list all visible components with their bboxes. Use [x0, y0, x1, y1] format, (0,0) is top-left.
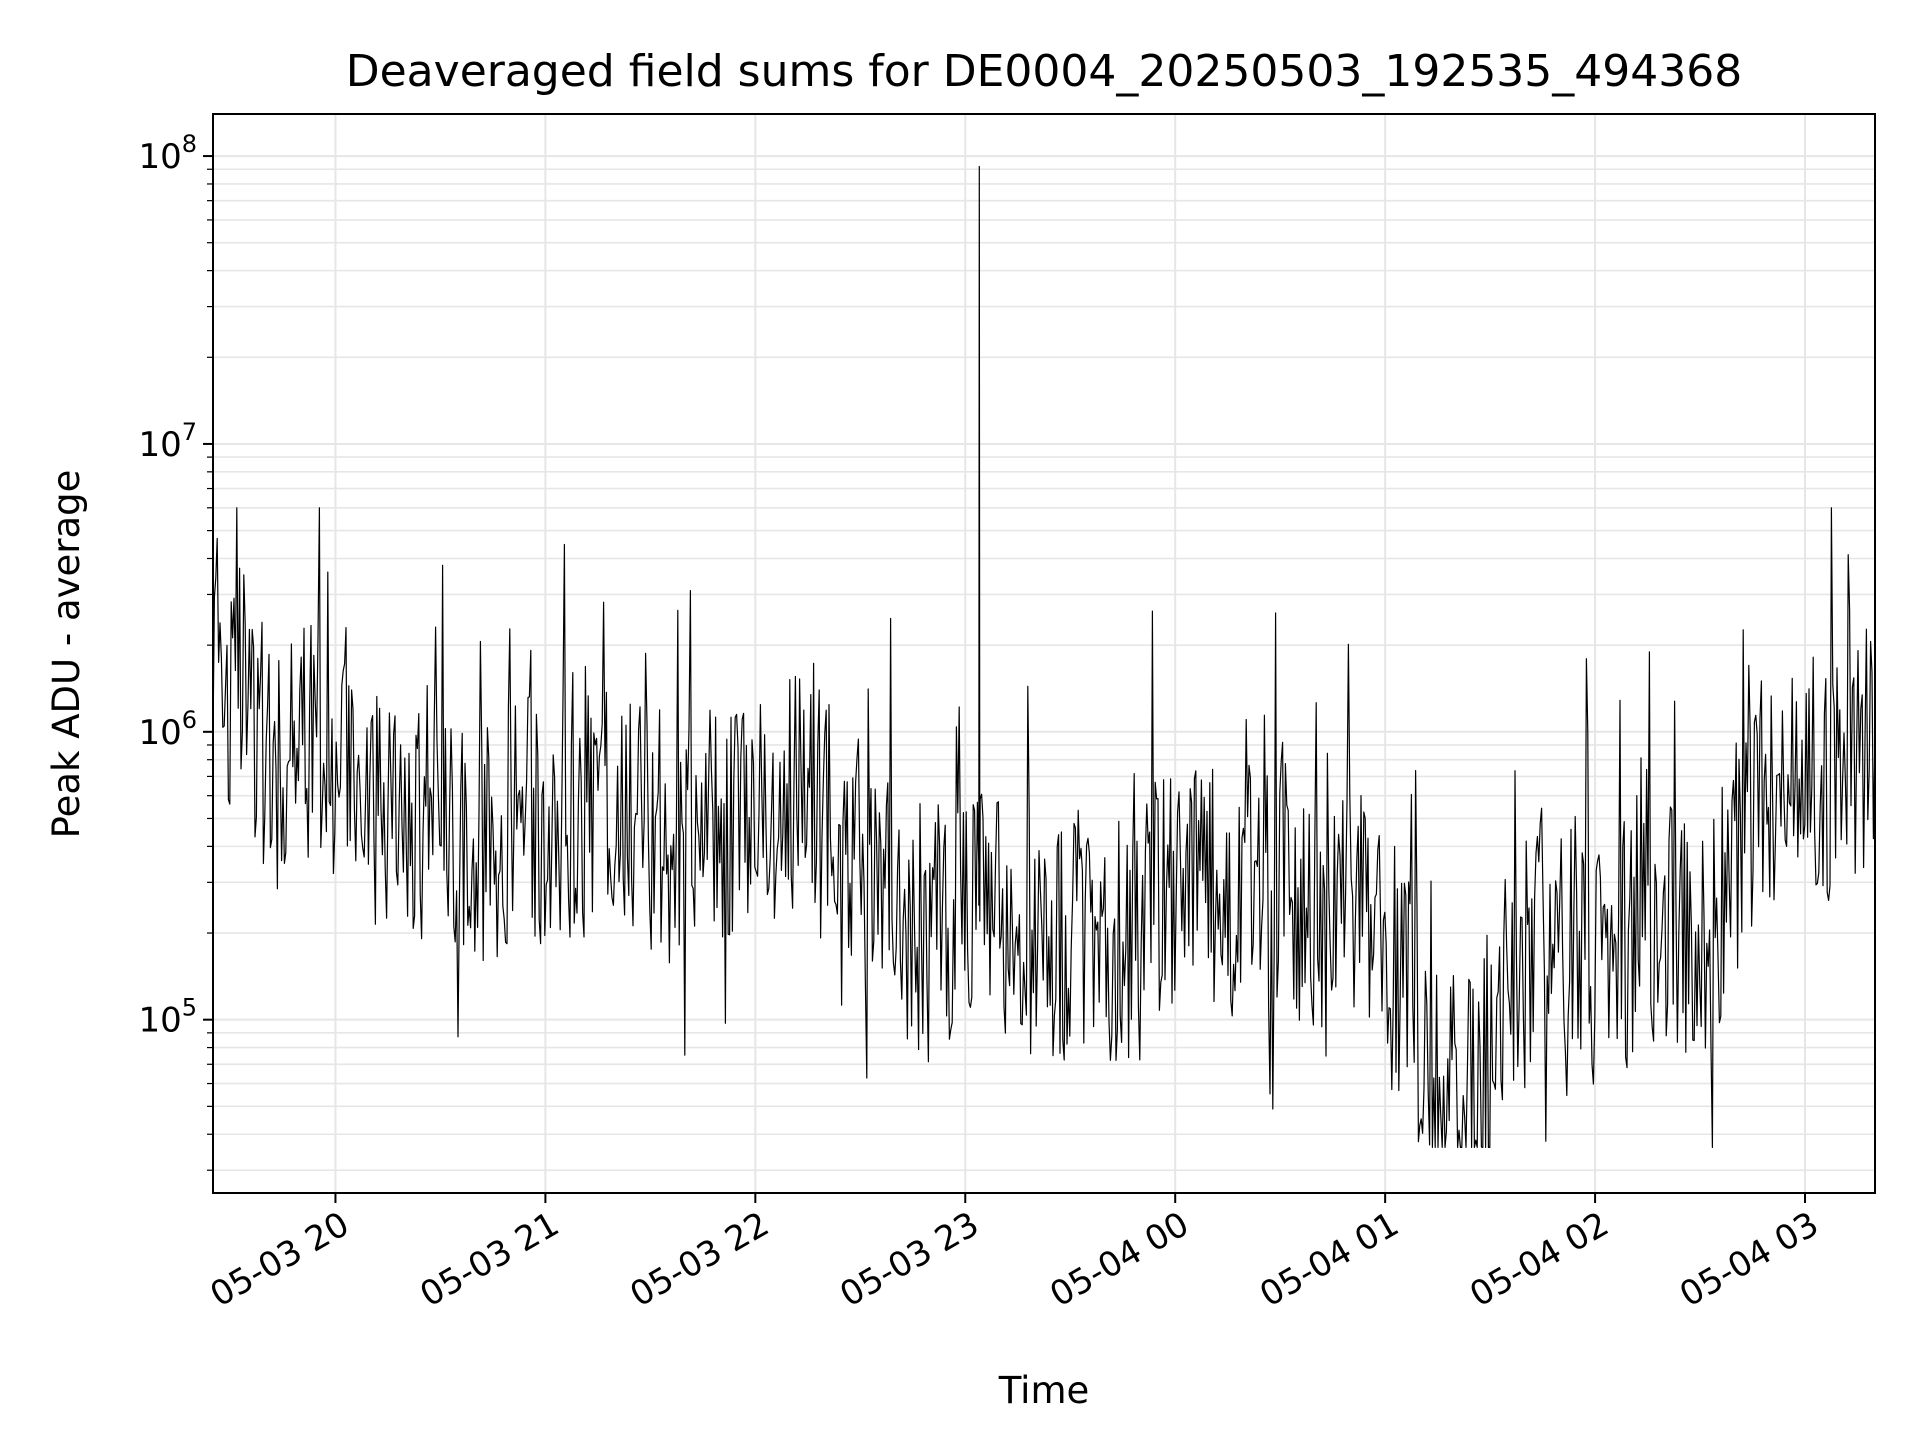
y-tick-label: 107 — [138, 418, 197, 465]
plot-frame — [212, 113, 1876, 1194]
series-line — [212, 165, 1876, 1149]
plot-area — [212, 165, 1876, 1149]
y-tick-label: 106 — [138, 706, 197, 753]
x-axis-label: Time — [998, 1369, 1090, 1412]
y-tick-label: 108 — [138, 130, 197, 177]
y-tick-label: 105 — [138, 994, 197, 1041]
y-axis-label: Peak ADU - average — [45, 470, 88, 839]
chart-title: Deaveraged field sums for DE0004_2025050… — [346, 46, 1743, 97]
